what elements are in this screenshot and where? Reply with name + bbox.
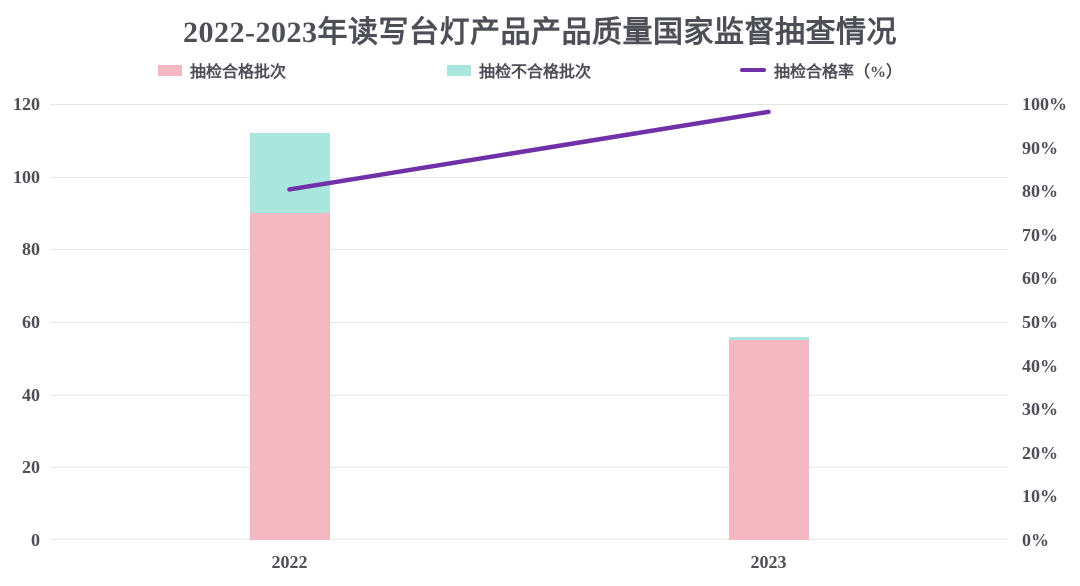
gridline bbox=[50, 322, 1008, 323]
right-tick-label: 40% bbox=[1022, 355, 1058, 376]
right-tick-label: 90% bbox=[1022, 137, 1058, 158]
x-tick-label: 2022 bbox=[271, 552, 308, 572]
legend-swatch-rate_line bbox=[740, 68, 766, 72]
right-tick-label: 60% bbox=[1022, 268, 1058, 289]
gridline bbox=[50, 467, 1008, 469]
gridline bbox=[50, 394, 1008, 396]
left-tick-label: 40 bbox=[22, 384, 40, 405]
gridline bbox=[50, 176, 1008, 178]
left-tick-label: 0 bbox=[31, 530, 40, 550]
legend-item: 抽检合格批次 bbox=[158, 58, 286, 82]
gridline bbox=[50, 104, 1008, 105]
right-tick-label: 0% bbox=[1022, 530, 1049, 550]
left-tick-label: 60 bbox=[22, 312, 40, 332]
left-tick-label: 80 bbox=[22, 239, 40, 260]
x-tick-label: 2023 bbox=[750, 552, 787, 572]
bar-segment-unqualified bbox=[249, 133, 330, 213]
bar-segment-qualified bbox=[728, 340, 809, 540]
chart-title: 2022-2023年读写台灯产品产品质量国家监督抽查情况 bbox=[183, 16, 897, 49]
right-tick-label: 20% bbox=[1022, 442, 1058, 463]
gridline bbox=[50, 249, 1008, 251]
gridline bbox=[50, 539, 1008, 540]
rate-line-layer bbox=[287, 109, 771, 192]
right-tick-label: 70% bbox=[1022, 224, 1058, 245]
legend: 抽检合格批次 抽检不合格批次 抽检合格率（%） bbox=[0, 58, 1080, 82]
bar-stack-2023 bbox=[728, 104, 809, 540]
legend-label: 抽检不合格批次 bbox=[479, 64, 592, 81]
right-tick-label: 50% bbox=[1022, 312, 1058, 332]
y-axis-right: 0% 10% 20% 30% 40% 50% 60% 70% 80% 90% 100% bbox=[1022, 94, 1080, 550]
legend-swatch-unqualified bbox=[447, 64, 471, 76]
bar-segment-unqualified bbox=[728, 336, 809, 341]
left-tick-label: 20 bbox=[22, 457, 40, 478]
right-tick-label: 30% bbox=[1022, 399, 1058, 420]
rate-line bbox=[287, 109, 771, 192]
legend-label: 抽检合格率（%） bbox=[774, 64, 903, 81]
legend-label: 抽检合格批次 bbox=[190, 64, 287, 81]
right-tick-label: 80% bbox=[1022, 181, 1058, 202]
right-tick-label: 10% bbox=[1022, 486, 1058, 507]
left-tick-label: 100 bbox=[13, 166, 40, 187]
legend-swatch-qualified bbox=[158, 64, 182, 76]
x-axis: 2022 2023 bbox=[50, 549, 1008, 575]
left-tick-label: 120 bbox=[13, 94, 40, 114]
y-axis-left: 0 20 40 60 80 100 120 bbox=[0, 94, 40, 550]
bar-stack-2022 bbox=[249, 104, 330, 540]
plot-area bbox=[50, 104, 1008, 540]
legend-item: 抽检合格率（%） bbox=[740, 58, 902, 82]
bar-segment-qualified bbox=[249, 213, 330, 540]
right-tick-label: 100% bbox=[1022, 94, 1067, 114]
legend-item: 抽检不合格批次 bbox=[447, 58, 591, 82]
